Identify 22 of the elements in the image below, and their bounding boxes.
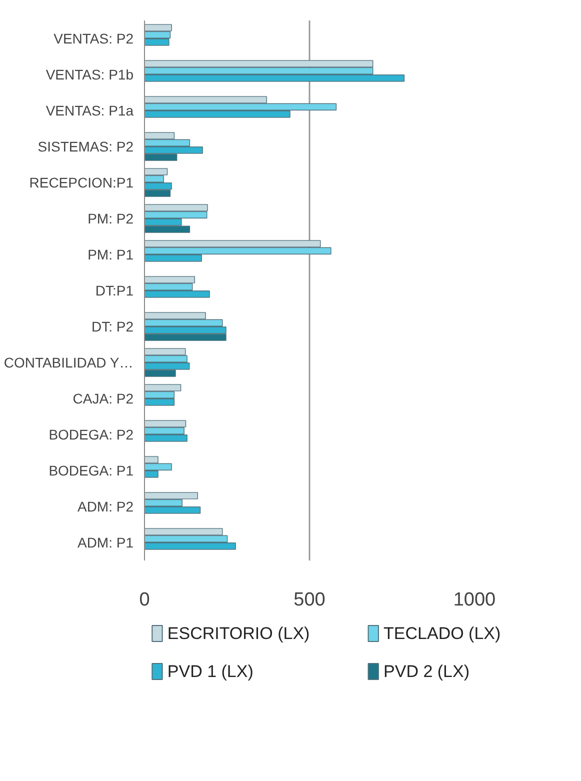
y-tick-label: BODEGA: P2 (48, 426, 134, 442)
y-tick-label: VENTAS: P2 (54, 30, 134, 46)
y-tick-label: ADM: P2 (77, 498, 134, 514)
y-tick-label: VENTAS: P1a (46, 102, 134, 118)
legend-label: PVD 2 (LX) (384, 662, 470, 681)
legend-label: TECLADO (LX) (384, 624, 501, 643)
y-tick-label: DT:P1 (95, 282, 134, 298)
y-tick-label: VENTAS: P1b (46, 66, 134, 82)
y-tick-label: SISTEMAS: P2 (38, 138, 134, 154)
y-tick-label: CAJA: P2 (72, 390, 134, 406)
x-tick-label: 1000 (453, 590, 496, 610)
y-tick-label: RECEPCION:P1 (29, 174, 134, 190)
y-tick-label: ADM: P1 (77, 534, 134, 550)
legend-label: PVD 1 (LX) (167, 662, 254, 681)
x-tick-label: 0 (139, 590, 150, 610)
y-tick-label: DT: P2 (91, 318, 134, 334)
x-tick-label: 500 (294, 590, 326, 610)
y-tick-label: PM: P1 (88, 246, 134, 262)
y-tick-label: CONTABILIDAD Y… (4, 354, 134, 370)
y-tick-label: BODEGA: P1 (48, 462, 134, 478)
legend-label: ESCRITORIO (LX) (167, 624, 310, 643)
y-tick-label: PM: P2 (88, 210, 134, 226)
